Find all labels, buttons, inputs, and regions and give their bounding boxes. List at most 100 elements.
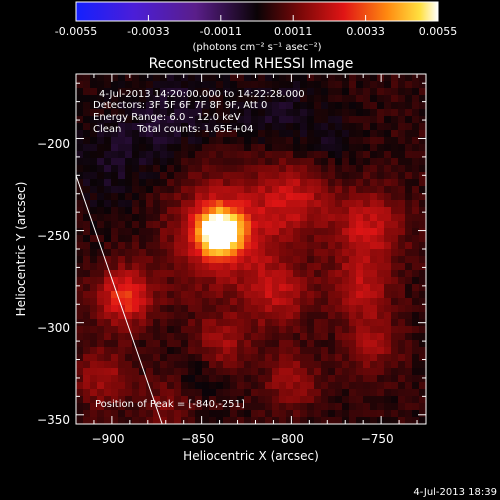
heatmap-cell bbox=[314, 249, 322, 257]
heatmap-cell bbox=[202, 81, 210, 89]
heatmap-cell bbox=[97, 158, 105, 166]
heatmap-cell bbox=[293, 242, 301, 250]
heatmap-cell bbox=[321, 291, 329, 299]
heatmap-cell bbox=[188, 193, 196, 201]
heatmap-cell bbox=[76, 305, 84, 313]
heatmap-cell bbox=[104, 298, 112, 306]
heatmap-cell bbox=[279, 221, 287, 229]
heatmap-cell bbox=[335, 228, 343, 236]
heatmap-cell bbox=[258, 102, 266, 110]
heatmap-cell bbox=[286, 270, 294, 278]
colorbar-tick-label: 0.0011 bbox=[274, 25, 313, 38]
heatmap-cell bbox=[237, 242, 245, 250]
heatmap-cell bbox=[90, 354, 98, 362]
heatmap-cell bbox=[83, 109, 91, 117]
heatmap-cell bbox=[195, 193, 203, 201]
heatmap-cell bbox=[90, 88, 98, 96]
heatmap-cell bbox=[405, 333, 413, 341]
heatmap-cell bbox=[307, 326, 315, 334]
heatmap-cell bbox=[335, 305, 343, 313]
heatmap-cell bbox=[398, 333, 406, 341]
heatmap-cell bbox=[216, 235, 224, 243]
heatmap-cell bbox=[412, 368, 420, 376]
heatmap-cell bbox=[265, 130, 273, 138]
heatmap-cell bbox=[405, 319, 413, 327]
heatmap-cell bbox=[349, 144, 357, 152]
heatmap-cell bbox=[405, 165, 413, 173]
heatmap-cell bbox=[230, 165, 238, 173]
heatmap-cell bbox=[167, 298, 175, 306]
heatmap-cell bbox=[300, 375, 308, 383]
heatmap-cell bbox=[83, 221, 91, 229]
heatmap-cell bbox=[244, 81, 252, 89]
heatmap-cell bbox=[307, 235, 315, 243]
heatmap-cell bbox=[139, 263, 147, 271]
heatmap-cell bbox=[314, 417, 322, 424]
heatmap-cell bbox=[293, 214, 301, 222]
heatmap-cell bbox=[76, 396, 84, 404]
heatmap-cell bbox=[244, 249, 252, 257]
heatmap-cell bbox=[286, 137, 294, 145]
heatmap-cell bbox=[125, 256, 133, 264]
heatmap-cell bbox=[181, 298, 189, 306]
heatmap-cell bbox=[321, 165, 329, 173]
heatmap-cell bbox=[251, 137, 259, 145]
heatmap-cell bbox=[272, 116, 280, 124]
heatmap-cell bbox=[97, 389, 105, 397]
heatmap-cell bbox=[202, 277, 210, 285]
heatmap-cell bbox=[321, 277, 329, 285]
heatmap-cell bbox=[209, 221, 217, 229]
heatmap-cell bbox=[342, 165, 350, 173]
heatmap-cell bbox=[230, 137, 238, 145]
heatmap-cell bbox=[111, 186, 119, 194]
heatmap-cell bbox=[181, 235, 189, 243]
heatmap-cell bbox=[216, 186, 224, 194]
heatmap-cell bbox=[223, 368, 231, 376]
heatmap-cell bbox=[223, 340, 231, 348]
heatmap-cell bbox=[293, 228, 301, 236]
heatmap-cell bbox=[251, 347, 259, 355]
heatmap-cell bbox=[307, 291, 315, 299]
heatmap-cell bbox=[118, 417, 126, 424]
heatmap-cell bbox=[265, 403, 273, 411]
heatmap-cell bbox=[230, 270, 238, 278]
heatmap-cell bbox=[181, 123, 189, 131]
heatmap-cell bbox=[174, 382, 182, 390]
heatmap-cell bbox=[384, 74, 392, 82]
heatmap-cell bbox=[370, 312, 378, 320]
heatmap-cell bbox=[384, 256, 392, 264]
heatmap-cell bbox=[209, 109, 217, 117]
heatmap-cell bbox=[90, 277, 98, 285]
heatmap-cell bbox=[314, 270, 322, 278]
heatmap-cell bbox=[160, 207, 168, 215]
heatmap-cell bbox=[216, 326, 224, 334]
heatmap-cell bbox=[230, 144, 238, 152]
heatmap-cell bbox=[244, 165, 252, 173]
heatmap-cell bbox=[104, 284, 112, 292]
heatmap-cell bbox=[335, 312, 343, 320]
heatmap-cell bbox=[195, 123, 203, 131]
heatmap-cell bbox=[97, 235, 105, 243]
heatmap-cell bbox=[293, 130, 301, 138]
heatmap-cell bbox=[307, 81, 315, 89]
heatmap-cell bbox=[356, 340, 364, 348]
heatmap-cell bbox=[90, 228, 98, 236]
heatmap-cell bbox=[328, 137, 336, 145]
heatmap-cell bbox=[328, 109, 336, 117]
heatmap-cell bbox=[272, 326, 280, 334]
heatmap-cell bbox=[349, 277, 357, 285]
heatmap-cell bbox=[356, 410, 364, 418]
heatmap-cell bbox=[370, 270, 378, 278]
heatmap-cell bbox=[195, 221, 203, 229]
heatmap-cell bbox=[384, 291, 392, 299]
heatmap-cell bbox=[167, 200, 175, 208]
heatmap-cell bbox=[321, 221, 329, 229]
heatmap-cell bbox=[181, 417, 189, 424]
heatmap-cell bbox=[188, 200, 196, 208]
heatmap-cell bbox=[97, 144, 105, 152]
heatmap-cell bbox=[118, 95, 126, 103]
heatmap-cell bbox=[125, 116, 133, 124]
heatmap-cell bbox=[258, 214, 266, 222]
heatmap-cell bbox=[237, 123, 245, 131]
heatmap-cell bbox=[167, 368, 175, 376]
